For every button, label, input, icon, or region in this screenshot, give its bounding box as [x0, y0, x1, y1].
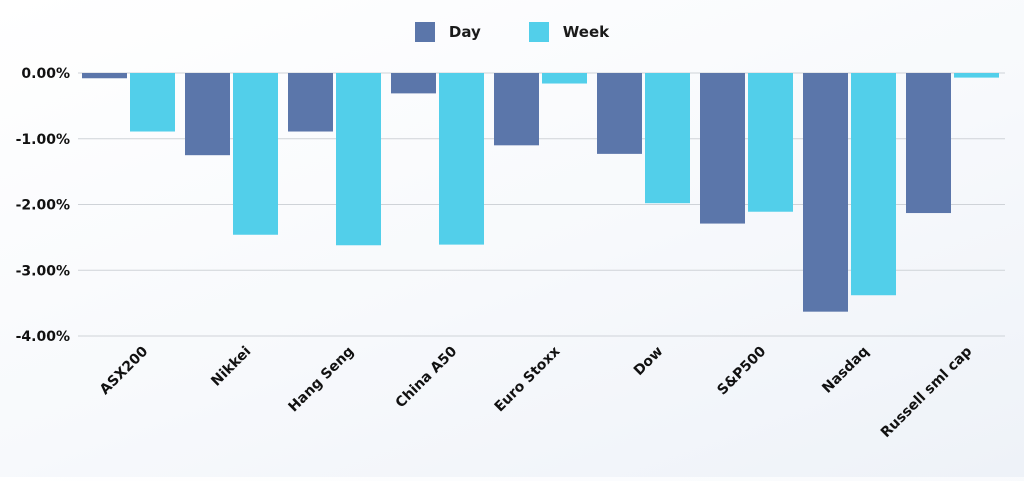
x-tick-label: S&P500 [714, 343, 769, 398]
x-tick-label: ASX200 [97, 343, 152, 398]
legend-swatch-day [414, 22, 435, 42]
x-tick-label: Euro Stoxx [492, 344, 564, 416]
y-tick-label: -1.00% [16, 132, 70, 148]
x-tick-label: Russell sml cap [878, 344, 975, 441]
bar-week [748, 73, 793, 212]
y-tick-label: 0.00% [21, 66, 70, 82]
bar-week [130, 73, 175, 132]
bar-day [391, 73, 436, 94]
bar-week [645, 73, 690, 204]
legend-item-day: Day [414, 22, 481, 42]
x-tick-label: Dow [631, 343, 667, 379]
x-tick-label: Nikkei [208, 344, 254, 390]
bar-week [439, 73, 484, 245]
x-tick-label: Nasdaq [819, 344, 872, 397]
bar-day [597, 73, 642, 154]
bar-week [542, 73, 587, 84]
legend-item-week: Week [528, 22, 610, 42]
bar-day [803, 73, 848, 312]
y-tick-label: -2.00% [16, 198, 70, 214]
bar-day [288, 73, 333, 132]
bar-week [336, 73, 381, 246]
bar-day [494, 73, 539, 146]
legend-label-week: Week [562, 23, 610, 41]
y-tick-label: -4.00% [16, 329, 70, 345]
x-tick-label: Hang Seng [285, 344, 357, 416]
legend-swatch-week [528, 22, 549, 42]
bar-day [906, 73, 951, 214]
legend: Day Week [0, 22, 1024, 42]
bar-day [700, 73, 745, 224]
bar-week [233, 73, 278, 235]
bar-week [954, 73, 999, 78]
x-tick-label: China A50 [393, 343, 461, 411]
bar-day [82, 73, 127, 79]
y-tick-label: -3.00% [16, 263, 70, 279]
bar-week [851, 73, 896, 296]
legend-label-day: Day [448, 23, 481, 41]
bar-day [185, 73, 230, 156]
